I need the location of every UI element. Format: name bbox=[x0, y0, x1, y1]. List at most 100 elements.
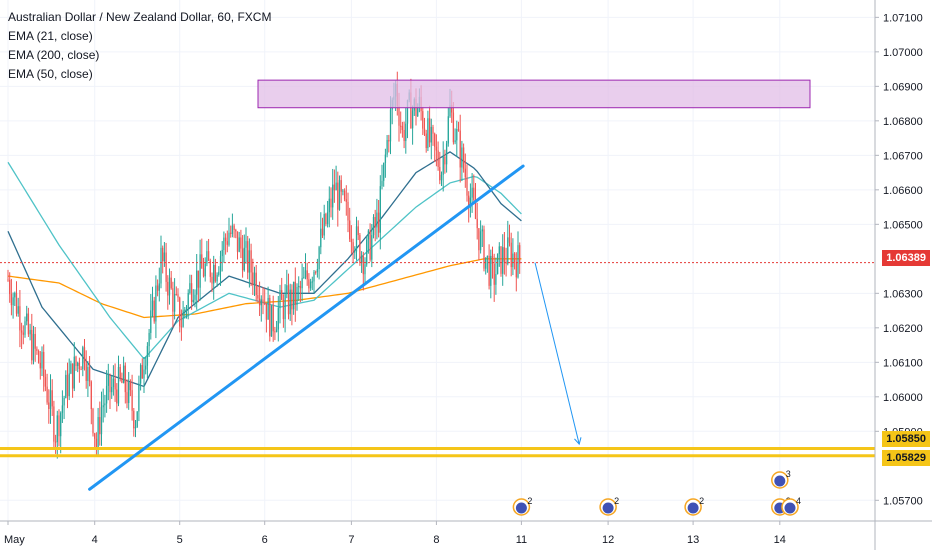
candle-body bbox=[58, 415, 60, 437]
candle-body bbox=[10, 294, 13, 306]
candle-body bbox=[401, 126, 404, 130]
legend-ema-50[interactable]: EMA (50, close) bbox=[8, 67, 93, 81]
y-tick-label: 1.05700 bbox=[883, 495, 923, 507]
candle-body bbox=[498, 246, 500, 254]
candle-body bbox=[126, 392, 128, 404]
candle-body bbox=[335, 182, 337, 191]
last-price-tag: 1.06389 bbox=[882, 250, 930, 266]
candle-body bbox=[184, 309, 186, 311]
candle-body bbox=[264, 303, 266, 305]
candle-body bbox=[129, 382, 132, 391]
candle-body bbox=[221, 249, 223, 257]
candle-body bbox=[371, 235, 373, 260]
legend-ema-21[interactable]: EMA (21, close) bbox=[8, 29, 93, 43]
candle-body bbox=[151, 300, 154, 311]
event-count: 2 bbox=[527, 496, 532, 506]
candle-body bbox=[320, 228, 322, 248]
candle-body bbox=[333, 184, 336, 191]
candle-body bbox=[156, 285, 159, 291]
candle-body bbox=[282, 299, 285, 320]
candle-body bbox=[308, 279, 310, 289]
candle-body bbox=[49, 390, 52, 409]
candle-body bbox=[386, 140, 388, 155]
candle-body bbox=[495, 274, 497, 285]
candle-body bbox=[218, 271, 220, 275]
candle-body bbox=[400, 125, 402, 127]
legend-ema-200[interactable]: EMA (200, close) bbox=[8, 48, 100, 62]
trendline[interactable] bbox=[88, 164, 525, 491]
candle-body bbox=[172, 288, 174, 312]
candle-body bbox=[442, 156, 444, 175]
candle-body bbox=[260, 299, 262, 306]
candle-body bbox=[505, 261, 507, 264]
legend-title[interactable]: Australian Dollar / New Zealand Dollar, … bbox=[8, 10, 272, 24]
candle-body bbox=[182, 310, 184, 327]
candle-body bbox=[440, 174, 443, 181]
candle-body bbox=[87, 367, 89, 381]
candle-body bbox=[250, 250, 252, 273]
ema21-layer bbox=[7, 151, 522, 388]
candle-body bbox=[241, 248, 244, 271]
candle-body bbox=[354, 251, 356, 253]
candle-body bbox=[12, 297, 14, 306]
candle-body bbox=[9, 279, 11, 295]
candle-body bbox=[65, 374, 67, 398]
candle-body bbox=[345, 199, 347, 202]
candle-body bbox=[277, 308, 279, 330]
candle-body bbox=[75, 356, 77, 366]
legend: Australian Dollar / New Zealand Dollar, … bbox=[8, 8, 271, 84]
candle-body bbox=[92, 409, 94, 434]
candle-body bbox=[500, 246, 502, 274]
candle-body bbox=[53, 406, 55, 442]
candle-body bbox=[284, 294, 286, 320]
candle-body bbox=[367, 230, 370, 240]
candle-body bbox=[223, 237, 225, 250]
candle-body bbox=[77, 362, 79, 366]
candle-body bbox=[381, 180, 383, 187]
candle-body bbox=[435, 146, 438, 151]
y-tick-label: 1.07100 bbox=[883, 12, 923, 24]
candle-body bbox=[247, 241, 249, 273]
candle-body bbox=[95, 438, 98, 448]
drawings-layer bbox=[0, 79, 875, 491]
candle-body bbox=[155, 285, 157, 322]
candle-body bbox=[102, 405, 104, 408]
x-tick-label: 12 bbox=[602, 534, 614, 546]
candle-body bbox=[243, 247, 245, 271]
candle-body bbox=[105, 385, 108, 404]
candle-body bbox=[474, 200, 477, 219]
candle-body bbox=[388, 140, 390, 142]
candle-body bbox=[15, 292, 18, 314]
candle-body bbox=[313, 271, 315, 282]
candle-body bbox=[309, 281, 312, 289]
resistance-zone[interactable] bbox=[257, 79, 811, 109]
candle-body bbox=[372, 216, 375, 236]
candle-body bbox=[138, 383, 140, 412]
candle-body bbox=[27, 313, 30, 335]
candle-body bbox=[423, 128, 426, 134]
candle-body bbox=[235, 229, 237, 232]
forecast-arrow[interactable] bbox=[534, 262, 580, 445]
candle-body bbox=[491, 255, 494, 265]
candle-body bbox=[444, 156, 446, 165]
candle-body bbox=[279, 290, 281, 309]
candle-body bbox=[165, 252, 167, 282]
candle-body bbox=[318, 247, 320, 270]
candle-body bbox=[411, 110, 414, 129]
candle-body bbox=[275, 329, 278, 332]
candle-body bbox=[192, 299, 194, 302]
candle-body bbox=[325, 213, 327, 225]
candle-body bbox=[99, 417, 101, 435]
candle-body bbox=[445, 143, 448, 165]
candle-body bbox=[83, 347, 86, 364]
candle-body bbox=[20, 330, 23, 333]
candle-body bbox=[427, 118, 429, 149]
candle-body bbox=[117, 366, 120, 404]
y-tick-label: 1.06200 bbox=[883, 323, 923, 335]
candle-body bbox=[379, 186, 381, 233]
candle-body bbox=[274, 331, 276, 333]
candle-body bbox=[292, 281, 295, 310]
